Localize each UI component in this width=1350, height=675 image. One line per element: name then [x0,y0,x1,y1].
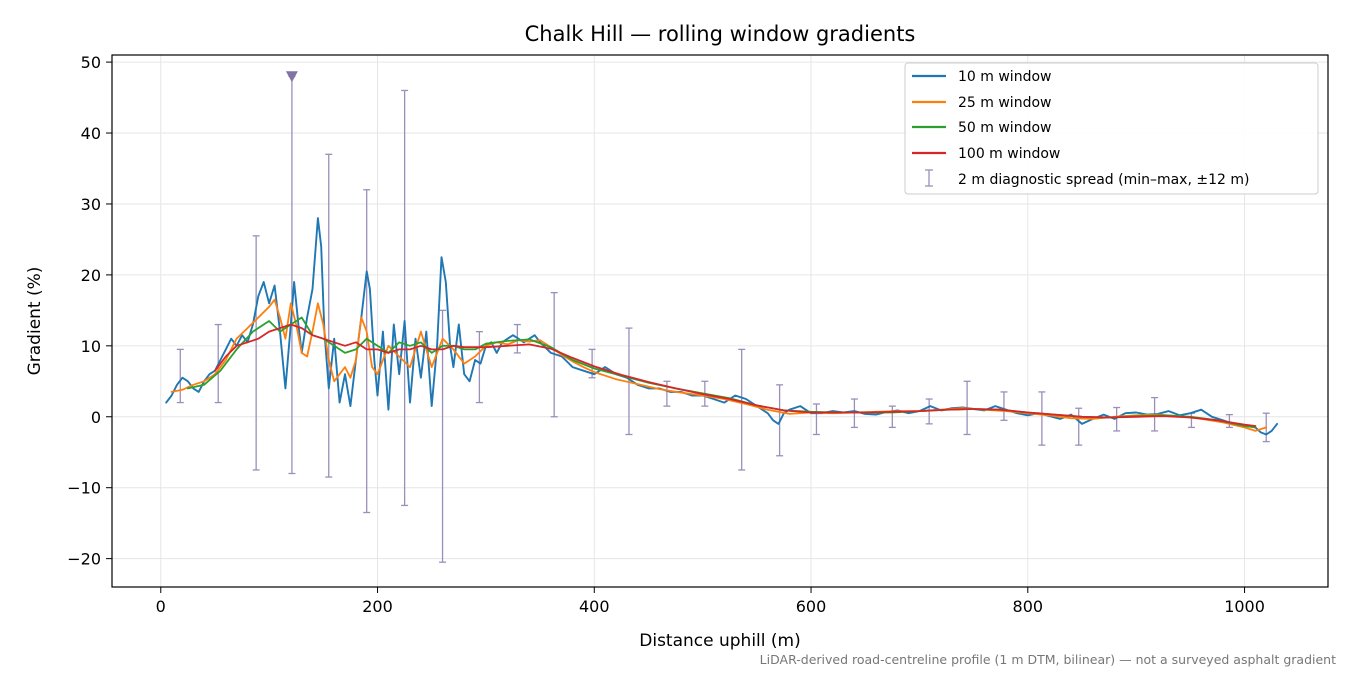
y-tick-label: 40 [81,124,101,143]
x-tick-label: 600 [796,597,827,616]
spread-bar [439,309,447,563]
y-tick-label: 50 [81,53,101,72]
x-tick-label: 1000 [1224,597,1265,616]
spread-bar [888,405,896,429]
spread-bar [1075,407,1083,446]
spread-bar [738,348,746,471]
legend-label-spread: 2 m diagnostic spread (min–max, ±12 m) [958,172,1249,188]
x-axis-ticks: 0 200 400 600 800 1000 [156,587,1265,616]
legend-box [904,62,1319,195]
y-tick-label: −10 [67,479,101,498]
spread-bar [1038,391,1046,446]
legend: 10 m window 25 m window 50 m window 100 … [904,62,1319,195]
footnote: LiDAR-derived road-centreline profile (1… [760,652,1336,667]
spread-bar [176,348,184,404]
legend-label-50m: 50 m window [958,120,1051,136]
spread-bar [325,153,333,478]
y-tick-label: 20 [81,266,101,285]
y-axis-label: Gradient (%) [25,267,45,376]
grid-lines [112,55,1328,587]
x-tick-label: 0 [156,597,166,616]
spread-bar [363,189,371,514]
series-100m-line [214,323,1257,427]
spread-bar [252,235,260,471]
spread-bar [1225,413,1233,429]
spread-bar [1000,391,1008,421]
y-tick-label: 10 [81,337,101,356]
legend-label-100m: 100 m window [958,146,1060,162]
x-tick-label: 200 [362,597,393,616]
x-tick-label: 400 [579,597,610,616]
y-tick-label: −20 [67,550,101,569]
series-lines [165,217,1279,436]
plot-frame [111,54,1329,588]
spread-bar [1113,406,1121,432]
y-axis-ticks: −20 −10 0 10 20 30 40 50 [67,53,112,569]
diagnostic-spread-bars [176,71,1270,563]
chart-title: Chalk Hill — rolling window gradients [525,22,916,46]
x-axis-label: Distance uphill (m) [639,631,800,651]
legend-swatch-spread [925,169,933,187]
spread-bar [475,330,483,404]
spread-bar [812,403,820,436]
legend-label-10m: 10 m window [958,69,1051,85]
clipped-spread-marker [285,71,298,83]
y-tick-label: 0 [91,408,101,427]
spread-bar [401,89,409,507]
x-tick-label: 800 [1013,597,1044,616]
y-tick-label: 30 [81,195,101,214]
legend-label-25m: 25 m window [958,95,1051,111]
